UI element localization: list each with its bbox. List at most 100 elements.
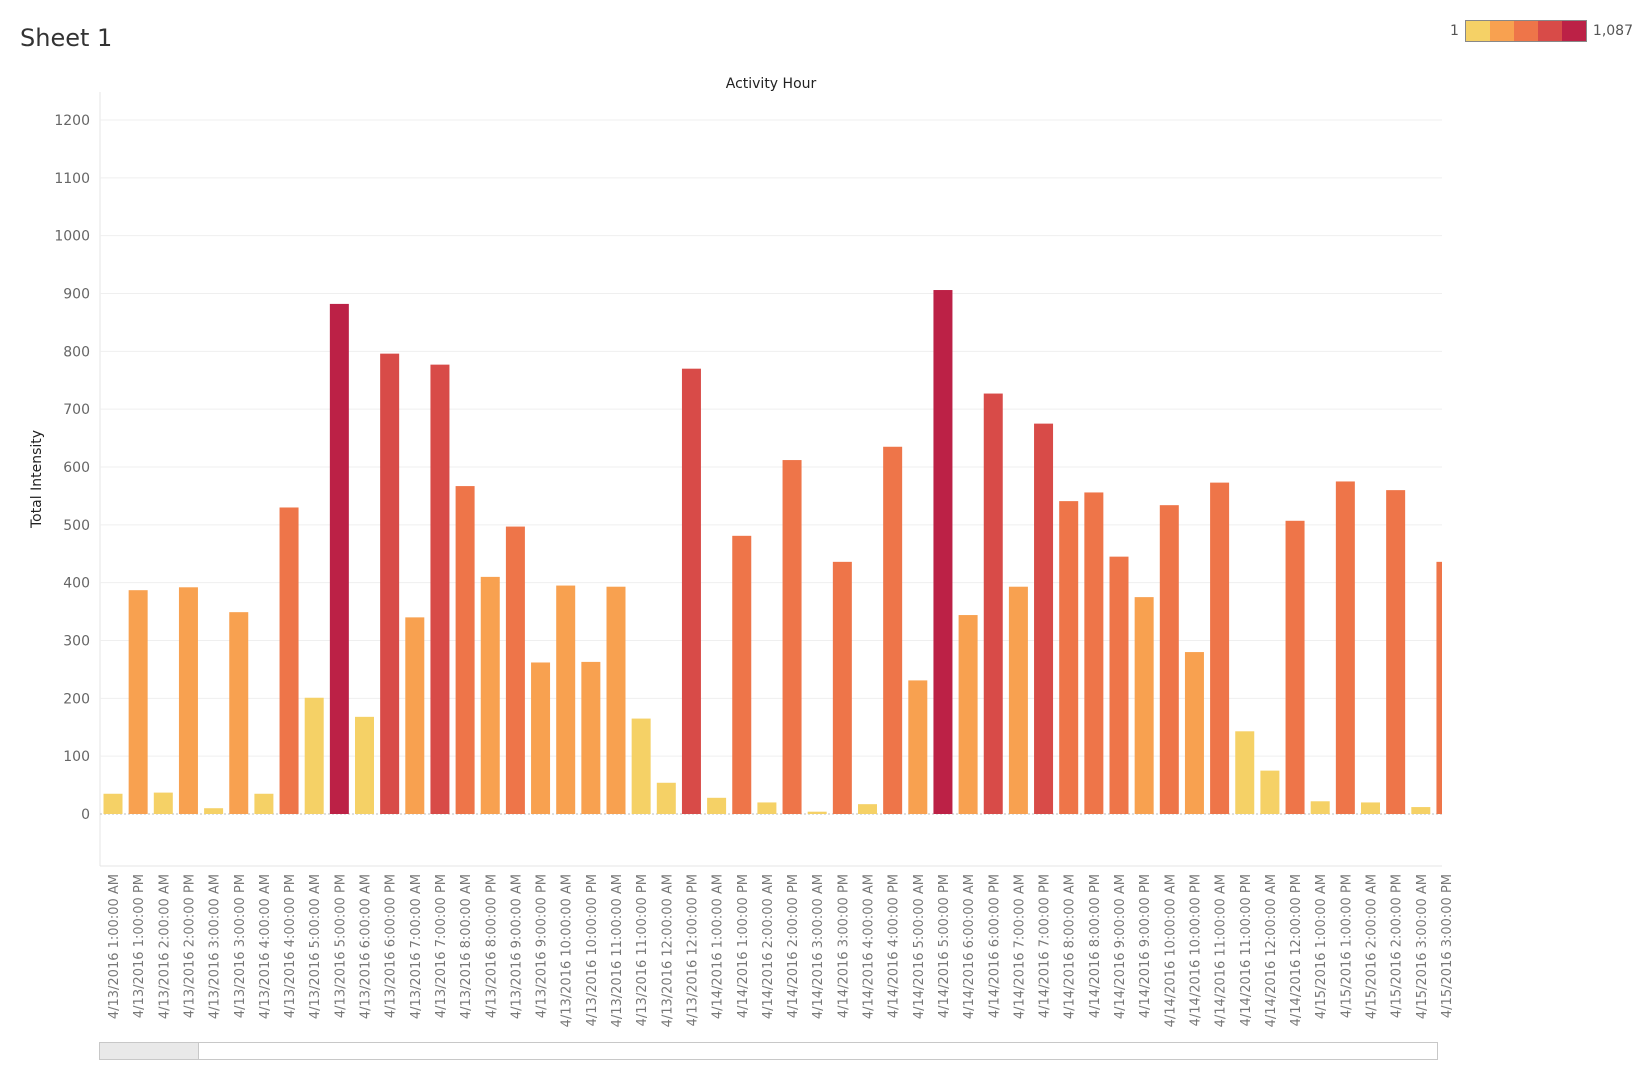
x-tick-label: 4/14/2016 12:00:00 PM bbox=[1289, 874, 1304, 1026]
bar[interactable] bbox=[531, 662, 551, 814]
bar[interactable] bbox=[832, 561, 852, 814]
x-tick-label: 4/13/2016 5:00:00 AM bbox=[308, 874, 323, 1019]
horizontal-scrollbar[interactable] bbox=[99, 1042, 1438, 1060]
x-tick-label: 4/13/2016 9:00:00 PM bbox=[535, 874, 550, 1018]
legend-max-label: 1,087 bbox=[1592, 23, 1634, 39]
bar[interactable] bbox=[606, 586, 626, 814]
bar[interactable] bbox=[1034, 423, 1054, 814]
bar[interactable] bbox=[405, 617, 425, 814]
x-tick-label: 4/14/2016 10:00:00 PM bbox=[1188, 874, 1203, 1026]
x-tick-label: 4/15/2016 3:00:00 AM bbox=[1415, 874, 1430, 1019]
x-tick-label: 4/14/2016 11:00:00 AM bbox=[1214, 874, 1229, 1027]
bar[interactable] bbox=[1411, 807, 1431, 814]
legend-min-label: 1 bbox=[1450, 23, 1459, 39]
bar[interactable] bbox=[279, 507, 299, 814]
y-tick-label: 1200 bbox=[54, 113, 90, 129]
bar[interactable] bbox=[505, 526, 525, 814]
x-tick-label: 4/14/2016 9:00:00 AM bbox=[1113, 874, 1128, 1019]
bar[interactable] bbox=[1008, 586, 1028, 814]
bar[interactable] bbox=[304, 697, 324, 814]
bar[interactable] bbox=[455, 486, 475, 814]
bar[interactable] bbox=[430, 364, 450, 814]
bar[interactable] bbox=[178, 587, 198, 814]
bar[interactable] bbox=[656, 782, 676, 814]
x-tick-label: 4/14/2016 4:00:00 AM bbox=[862, 874, 877, 1019]
bar[interactable] bbox=[782, 460, 802, 814]
bar[interactable] bbox=[1184, 652, 1204, 814]
bar[interactable] bbox=[480, 576, 500, 814]
scrollbar-thumb[interactable] bbox=[100, 1043, 199, 1059]
bar[interactable] bbox=[757, 802, 777, 814]
bar[interactable] bbox=[707, 797, 727, 814]
bar[interactable] bbox=[958, 615, 978, 814]
bar[interactable] bbox=[229, 612, 249, 814]
bar[interactable] bbox=[858, 804, 877, 814]
x-tick-label: 4/15/2016 1:00:00 PM bbox=[1339, 874, 1354, 1018]
x-tick-label: 4/14/2016 2:00:00 PM bbox=[786, 874, 801, 1018]
bar[interactable] bbox=[681, 368, 701, 814]
x-tick-label: 4/13/2016 12:00:00 PM bbox=[685, 874, 700, 1026]
y-tick-label: 300 bbox=[63, 634, 90, 650]
x-tick-label: 4/13/2016 1:00:00 AM bbox=[107, 874, 122, 1019]
bar[interactable] bbox=[1310, 801, 1330, 814]
legend-swatch bbox=[1465, 21, 1490, 41]
bar[interactable] bbox=[732, 535, 752, 814]
bar-chart: 0 100 200 300 400 500 600 700 800 900 1000 1100 1200… bbox=[29, 76, 1455, 1027]
x-tick-label: 4/13/2016 9:00:00 AM bbox=[509, 874, 524, 1019]
bar[interactable] bbox=[329, 303, 349, 814]
x-tick-label: 4/14/2016 10:00:00 AM bbox=[1163, 874, 1178, 1027]
bar[interactable] bbox=[1109, 556, 1129, 814]
bar[interactable] bbox=[1134, 597, 1154, 814]
x-tick-label: 4/13/2016 5:00:00 PM bbox=[333, 874, 348, 1018]
bar[interactable] bbox=[1084, 492, 1104, 814]
x-tick-label: 4/13/2016 8:00:00 PM bbox=[484, 874, 499, 1018]
y-axis: 0 100 200 300 400 500 600 700 800 900 1000 1100 1200 bbox=[54, 113, 90, 823]
x-tick-label: 4/13/2016 4:00:00 AM bbox=[258, 874, 273, 1019]
bar[interactable] bbox=[983, 393, 1003, 814]
bar[interactable] bbox=[1436, 561, 1442, 814]
legend-swatch bbox=[1537, 21, 1562, 41]
bar[interactable] bbox=[204, 808, 224, 814]
y-tick-label: 600 bbox=[63, 460, 90, 476]
bar[interactable] bbox=[1335, 481, 1355, 814]
bar[interactable] bbox=[380, 353, 400, 814]
bar[interactable] bbox=[1235, 731, 1255, 814]
y-axis-title: Total Intensity bbox=[29, 430, 45, 529]
bar[interactable] bbox=[1210, 482, 1230, 814]
x-tick-label: 4/13/2016 6:00:00 PM bbox=[384, 874, 399, 1018]
bar[interactable] bbox=[128, 590, 148, 814]
bar[interactable] bbox=[908, 680, 928, 814]
bar[interactable] bbox=[1361, 802, 1380, 814]
bar[interactable] bbox=[807, 811, 827, 814]
bar[interactable] bbox=[153, 792, 173, 814]
x-tick-label: 4/14/2016 8:00:00 AM bbox=[1063, 874, 1078, 1019]
x-tick-label: 4/13/2016 10:00:00 PM bbox=[585, 874, 600, 1026]
x-tick-label: 4/14/2016 4:00:00 PM bbox=[887, 874, 902, 1018]
bar[interactable] bbox=[1059, 501, 1079, 814]
x-tick-label: 4/13/2016 11:00:00 AM bbox=[610, 874, 625, 1027]
x-tick-label: 4/13/2016 7:00:00 PM bbox=[434, 874, 449, 1018]
legend-swatch bbox=[1561, 21, 1586, 41]
x-tick-label: 4/13/2016 11:00:00 PM bbox=[635, 874, 650, 1026]
bar[interactable] bbox=[1386, 490, 1406, 814]
y-tick-label: 500 bbox=[63, 518, 90, 534]
bar[interactable] bbox=[581, 661, 601, 814]
bar[interactable] bbox=[933, 290, 953, 814]
x-tick-label: 4/15/2016 1:00:00 AM bbox=[1314, 874, 1329, 1019]
x-tick-label: 4/13/2016 3:00:00 PM bbox=[233, 874, 248, 1018]
y-tick-label: 700 bbox=[63, 402, 90, 418]
x-tick-label: 4/14/2016 7:00:00 PM bbox=[1038, 874, 1053, 1018]
legend-color-ramp bbox=[1464, 20, 1587, 42]
bar[interactable] bbox=[103, 793, 123, 814]
x-tick-label: 4/13/2016 2:00:00 AM bbox=[157, 874, 172, 1019]
legend-swatch bbox=[1513, 21, 1538, 41]
bar[interactable] bbox=[1159, 505, 1179, 814]
bar[interactable] bbox=[1285, 520, 1305, 814]
bar[interactable] bbox=[1260, 770, 1280, 814]
bar[interactable] bbox=[355, 716, 374, 814]
bar[interactable] bbox=[254, 793, 274, 814]
y-tick-label: 100 bbox=[63, 749, 90, 765]
bar[interactable] bbox=[631, 718, 651, 814]
bar[interactable] bbox=[883, 446, 903, 814]
bar[interactable] bbox=[556, 585, 576, 814]
